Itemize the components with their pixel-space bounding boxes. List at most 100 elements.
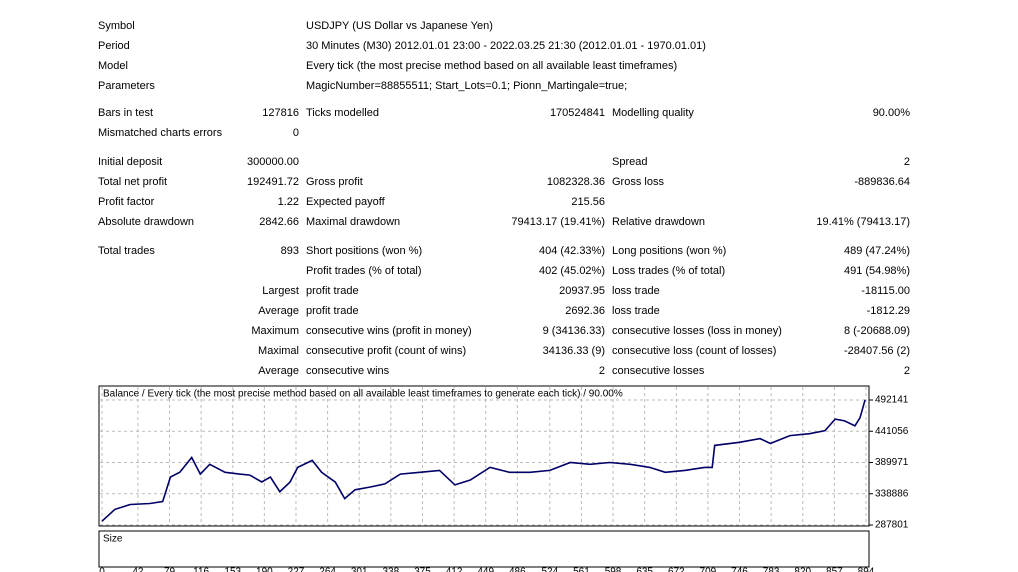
stat-label: Relative drawdown [612,216,705,228]
stat-value: Average [258,365,299,377]
stat-label: Total trades [98,245,155,257]
stat-label: Long positions (won %) [612,245,726,257]
x-tick-label: 153 [224,567,241,572]
stat-label: consecutive wins (profit in money) [306,325,472,337]
x-tick-label: 190 [256,567,273,572]
field-label: Model [98,60,128,72]
y-tick-label: 492141 [875,395,909,406]
x-tick-label: 709 [700,567,717,572]
stat-value: 192491.72 [247,176,299,188]
stat-label: Modelling quality [612,107,694,119]
stat-value: 404 (42.33%) [539,245,605,257]
field-label: Parameters [98,80,155,92]
x-tick-label: 338 [383,567,400,572]
stat-label: Profit trades (% of total) [306,265,422,277]
stat-value: 2 [904,365,910,377]
x-tick-label: 561 [573,567,590,572]
x-tick-label: 116 [193,567,209,572]
stat-value: 90.00% [873,107,911,119]
stat-label: Expected payoff [306,196,386,208]
x-tick-label: 264 [319,567,336,572]
stat-value: -889836.64 [854,176,910,188]
size-label: Size [103,534,123,545]
stat-label: consecutive profit (count of wins) [306,345,466,357]
stat-value: 8 (-20688.09) [844,325,910,337]
stat-value: 79413.17 (19.41%) [511,216,605,228]
stat-label: Loss trades (% of total) [612,265,725,277]
stat-value: 2842.66 [259,216,299,228]
stat-value: 0 [293,127,299,139]
balance-panel [98,385,870,527]
stat-value: Average [258,305,299,317]
x-tick-label: 857 [826,567,843,572]
stat-value: -18115.00 [861,285,910,297]
x-tick-label: 524 [541,567,558,572]
stat-value: 127816 [262,107,299,119]
stat-label: Short positions (won %) [306,245,422,257]
stat-value: -1812.29 [867,305,910,317]
stat-value: 893 [281,245,299,257]
stat-value: 215.56 [571,196,605,208]
stat-value: 34136.33 (9) [543,345,605,357]
field-value: Every tick (the most precise method base… [306,60,677,72]
stat-value: 170524841 [550,107,605,119]
x-tick-label: 746 [731,567,748,572]
x-tick-label: 227 [288,567,305,572]
x-tick-label: 598 [605,567,622,572]
stat-label: consecutive losses (loss in money) [612,325,782,337]
x-tick-label: 672 [668,567,685,572]
stat-label: Profit factor [98,196,155,208]
x-tick-label: 894 [858,567,875,572]
stat-value: Largest [262,285,299,297]
chart-title: Balance / Every tick (the most precise m… [103,389,623,400]
stat-value: 19.41% (79413.17) [816,216,910,228]
stat-value: Maximum [251,325,299,337]
stat-value: 300000.00 [247,156,299,168]
stat-label: Spread [612,156,647,168]
balance-line [101,399,866,522]
y-tick-label: 287801 [875,520,909,531]
stat-value: 20937.95 [559,285,605,297]
stat-label: consecutive losses [612,365,705,377]
stat-label: Absolute drawdown [98,216,194,228]
stat-value: 2 [599,365,605,377]
stat-value: 489 (47.24%) [844,245,910,257]
stat-value: -28407.56 (2) [844,345,910,357]
stat-label: Gross profit [306,176,363,188]
field-value: USDJPY (US Dollar vs Japanese Yen) [306,20,493,32]
stat-value: 2 [904,156,910,168]
x-tick-label: 635 [636,567,653,572]
stat-value: 402 (45.02%) [539,265,605,277]
stat-value: 1082328.36 [547,176,605,188]
stat-label: Bars in test [98,107,153,119]
y-tick-label: 338886 [875,488,909,499]
stat-label: profit trade [306,285,359,297]
stat-label: Initial deposit [98,156,162,168]
stat-label: Gross loss [612,176,664,188]
stat-label: consecutive wins [306,365,390,377]
stat-label: Mismatched charts errors [98,127,223,139]
stat-label: Ticks modelled [306,107,379,119]
stat-label: Total net profit [98,176,167,188]
stat-label: profit trade [306,305,359,317]
x-tick-label: 449 [477,567,494,572]
x-tick-label: 79 [164,567,176,572]
x-tick-label: 486 [509,567,526,572]
stat-label: Maximal drawdown [306,216,400,228]
x-tick-label: 301 [351,567,368,572]
x-tick-label: 820 [794,567,811,572]
stat-label: loss trade [612,305,660,317]
field-label: Symbol [98,20,135,32]
stat-label: loss trade [612,285,660,297]
x-tick-label: 783 [763,567,780,572]
y-tick-label: 441056 [875,426,909,437]
x-tick-label: 42 [132,567,144,572]
size-panel [98,530,870,568]
x-tick-label: 412 [446,567,463,572]
stat-value: Maximal [258,345,299,357]
y-tick-label: 389971 [875,457,909,468]
stat-value: 491 (54.98%) [844,265,910,277]
x-tick-label: 0 [99,567,105,572]
field-label: Period [98,40,130,52]
